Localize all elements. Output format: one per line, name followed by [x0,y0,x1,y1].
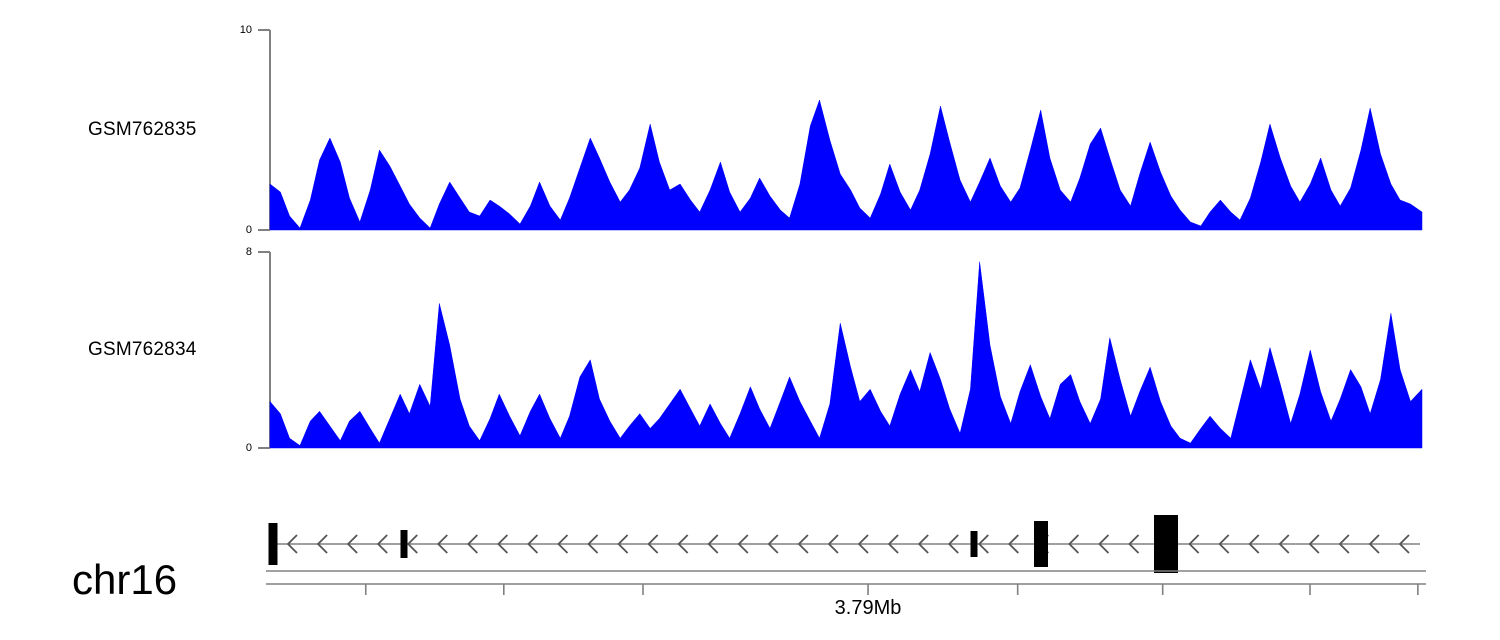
strand-arrow-left-icon [947,534,959,554]
strand-arrow-left-icon [1278,534,1290,554]
genome-coordinate-ruler[interactable] [266,570,1426,596]
track-label-gsm762834: GSM762834 [88,339,197,360]
track-label-gsm762835: GSM762835 [88,119,197,140]
gene-model-svg [268,515,1420,573]
yaxis-max-label-track-1: 10 [239,24,252,36]
exon-block[interactable] [1034,521,1048,567]
yaxis-max-label-track-2: 8 [245,246,252,258]
exon-block[interactable] [268,523,278,565]
strand-arrow-left-icon [1338,534,1350,554]
strand-arrow-left-icon [1128,534,1140,554]
strand-arrow-left-icon [406,534,418,554]
strand-arrow-left-icon [617,534,629,554]
coverage-area-path-1 [269,99,1423,231]
strand-arrow-left-icon [1188,534,1200,554]
yaxis-min-label-track-2: 0 [245,442,252,454]
strand-arrow-left-icon [827,534,839,554]
strand-arrow-left-icon [767,534,779,554]
coverage-track-gsm762834[interactable] [269,252,1423,449]
gene-annotation-track[interactable] [266,508,1426,573]
coverage-track-gsm762835[interactable] [269,30,1423,231]
exon-block[interactable] [970,531,978,557]
yaxis-min-label-track-1: 0 [245,224,252,236]
strand-arrow-left-icon [376,534,388,554]
strand-arrow-left-icon [1218,534,1230,554]
strand-arrow-left-icon [707,534,719,554]
strand-arrow-left-icon [647,534,659,554]
strand-arrow-left-icon [557,534,569,554]
strand-arrow-left-icon [857,534,869,554]
strand-arrow-left-icon [1248,534,1260,554]
strand-arrow-left-icon [346,534,358,554]
strand-arrow-left-icon [467,534,478,554]
yaxis-track-1-line [258,29,271,231]
strand-arrow-left-icon [436,534,448,554]
strand-arrow-left-icon [797,534,809,554]
strand-arrow-left-icon [917,534,929,554]
strand-arrow-left-icon [737,534,749,554]
strand-arrow-left-icon [677,534,689,554]
strand-arrow-left-icon [1368,534,1380,554]
coverage-area-gsm762835 [269,99,1423,231]
strand-arrow-left-icon [497,534,509,554]
coverage-area-gsm762834 [269,261,1423,449]
strand-arrow-left-icon [527,534,539,554]
strand-arrow-left-icon [1008,534,1019,554]
strand-arrow-left-icon [286,534,298,554]
strand-arrow-left-icon [1098,534,1110,554]
ruler-center-coordinate-label: 3.79Mb [834,597,902,619]
chromosome-label: chr16 [72,556,178,603]
strand-arrow-left-icon [1308,534,1320,554]
strand-arrow-left-icon [587,534,599,554]
coverage-area-path-2 [269,261,1423,449]
strand-arrow-left-icon [1068,534,1080,554]
exon-block[interactable] [1154,515,1178,573]
yaxis-track-2-line [258,251,271,449]
strand-arrow-left-icon [887,534,899,554]
strand-arrow-left-icon [316,534,328,554]
strand-arrow-left-icon [977,534,989,554]
strand-arrow-left-icon [1398,534,1410,554]
ruler-svg [266,570,1426,595]
exon-block[interactable] [400,530,408,558]
